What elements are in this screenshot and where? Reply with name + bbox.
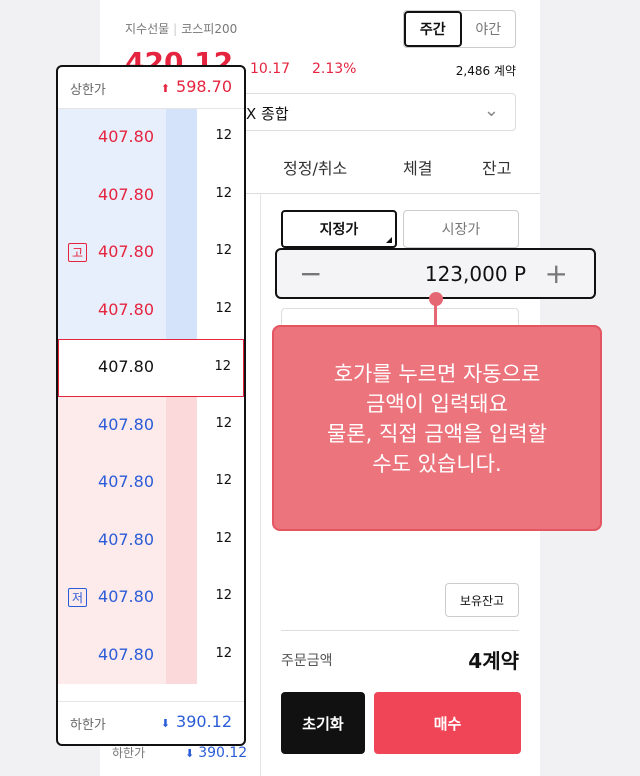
qty-cell	[197, 569, 244, 627]
arrow-up-icon: ⬆	[160, 82, 171, 95]
session-toggle: 주간 야간	[403, 10, 516, 48]
orderbook-price: 407.80	[98, 357, 154, 376]
tab-balance[interactable]: 잔고	[482, 159, 512, 178]
orderbook-price: 407.80	[98, 127, 154, 146]
orderbook-qty: 12	[215, 185, 232, 201]
qty-cell	[197, 281, 244, 339]
orderbook-price: 407.80	[98, 587, 154, 606]
limit-order-button[interactable]: 지정가	[281, 210, 397, 248]
lower-limit-row: 하한가 ⬇ 390.12	[58, 701, 244, 744]
price-change-pct: 2.13%	[312, 61, 357, 77]
lower-limit-label: 하한가	[70, 718, 106, 733]
order-amount-value: 4계약	[468, 649, 519, 673]
orderbook-price: 407.80	[98, 414, 154, 434]
category-label: 지수선물	[125, 22, 170, 36]
orderbook-row[interactable]: 407.80 12	[58, 396, 244, 454]
orderbook-price: 407.80	[98, 184, 154, 204]
orderbook-qty: 12	[215, 530, 232, 546]
plus-icon[interactable]: +	[544, 257, 568, 290]
depth-bar	[166, 569, 197, 627]
depth-bar	[166, 166, 197, 224]
orderbook-price: 407.80	[98, 644, 154, 664]
depth-bar	[166, 511, 197, 569]
tab-modify-cancel[interactable]: 정정/취소	[283, 159, 348, 178]
tooltip-line: 호가를 누르면 자동으로	[333, 362, 541, 386]
lower-limit-value-bg: ⬇ 390.12	[185, 745, 248, 761]
index-label: 코스피200	[181, 22, 238, 36]
depth-bar	[166, 396, 197, 454]
lower-limit-label-bg: 하한가	[112, 746, 146, 760]
lower-limit-value: ⬇ 390.12	[160, 712, 232, 731]
qty-cell	[197, 626, 244, 684]
orderbook-row[interactable]: 407.80 12	[58, 454, 244, 512]
market-order-button[interactable]: 시장가	[403, 210, 519, 248]
orderbook-price: 407.80	[98, 529, 154, 549]
orderbook-price: 407.80	[98, 242, 154, 261]
qty-cell	[197, 454, 244, 512]
volume: 2,486 계약	[455, 64, 516, 78]
qty-cell	[197, 396, 244, 454]
orderbook-rows: 407.80 12 407.80 12 고 407.80 12 407.80 12 407.80 1…	[58, 109, 244, 701]
low-tag: 저	[68, 588, 87, 607]
orderbook-qty: 12	[215, 645, 232, 661]
orderbook-qty: 12	[215, 588, 232, 603]
orderbook-row[interactable]: 407.80 12	[58, 166, 244, 224]
depth-bar	[166, 109, 197, 167]
orderbook-qty: 12	[214, 359, 231, 374]
tooltip-line: 금액이 입력돼요	[366, 392, 508, 416]
tooltip-line: 수도 있습니다.	[372, 452, 502, 476]
session-day-button[interactable]: 주간	[404, 11, 462, 47]
tab-executions[interactable]: 체결	[403, 159, 433, 178]
orderbook-row[interactable]: 407.80 12	[58, 281, 244, 339]
orderbook-row[interactable]: 고 407.80 12	[58, 224, 244, 282]
session-night-button[interactable]: 야간	[475, 22, 502, 38]
tooltip-connector	[434, 300, 437, 330]
divider	[281, 630, 519, 631]
reset-button[interactable]: 초기화	[281, 692, 365, 754]
price-change: 10.17	[250, 61, 291, 77]
orderbook-row[interactable]: 저 407.80 12	[58, 569, 244, 627]
orderbook-qty: 12	[215, 128, 232, 143]
orderbook-row[interactable]: 407.80 12	[58, 511, 244, 569]
upper-limit-row: 상한가 ⬆ 598.70	[58, 67, 244, 109]
qty-cell	[197, 511, 244, 569]
account-label: X 종합	[246, 105, 289, 123]
orderbook-row[interactable]: 407.80 12	[58, 109, 244, 167]
orderbook-qty: 12	[215, 473, 232, 488]
high-tag: 고	[68, 243, 87, 262]
tooltip-anchor-dot	[429, 292, 443, 306]
qty-cell	[197, 109, 244, 167]
buy-button[interactable]: 매수	[374, 692, 521, 754]
price-value: 123,000 P	[424, 262, 526, 286]
chevron-down-icon: ⌄	[483, 100, 499, 121]
order-panel	[260, 194, 540, 776]
orderbook-row[interactable]: 407.80 12	[58, 339, 244, 397]
depth-bar	[166, 281, 197, 339]
order-tabs: 정정/취소 체결 잔고	[100, 152, 540, 194]
holdings-button[interactable]: 보유잔고	[445, 583, 519, 617]
qty-cell	[197, 166, 244, 224]
orderbook-price: 407.80	[98, 299, 154, 319]
arrow-down-icon: ⬇	[160, 717, 171, 730]
qty-cell	[197, 224, 244, 282]
tooltip-line: 물론, 직접 금액을 입력할	[327, 422, 547, 446]
orderbook-qty: 12	[215, 415, 232, 431]
orderbook-price: 407.80	[98, 472, 154, 491]
instrument-label: 지수선물 | 코스피200	[125, 22, 238, 36]
arrow-down-icon: ⬇	[185, 747, 195, 760]
orderbook-qty: 12	[215, 300, 232, 316]
order-amount-label: 주문금액	[281, 653, 333, 669]
guide-tooltip: 호가를 누르면 자동으로 금액이 입력돼요 물론, 직접 금액을 입력할 수도 …	[272, 325, 602, 531]
orderbook-popup: 상한가 ⬆ 598.70 407.80 12 407.80 12 고 407.80 12 407…	[56, 65, 246, 746]
upper-limit-value: ⬆ 598.70	[160, 77, 232, 96]
depth-bar	[166, 224, 197, 282]
depth-bar	[166, 626, 197, 684]
minus-icon[interactable]: −	[299, 257, 323, 290]
orderbook-row[interactable]: 407.80 12	[58, 626, 244, 684]
orderbook-qty: 12	[215, 243, 232, 258]
upper-limit-label: 상한가	[70, 83, 106, 98]
depth-bar	[166, 454, 197, 512]
